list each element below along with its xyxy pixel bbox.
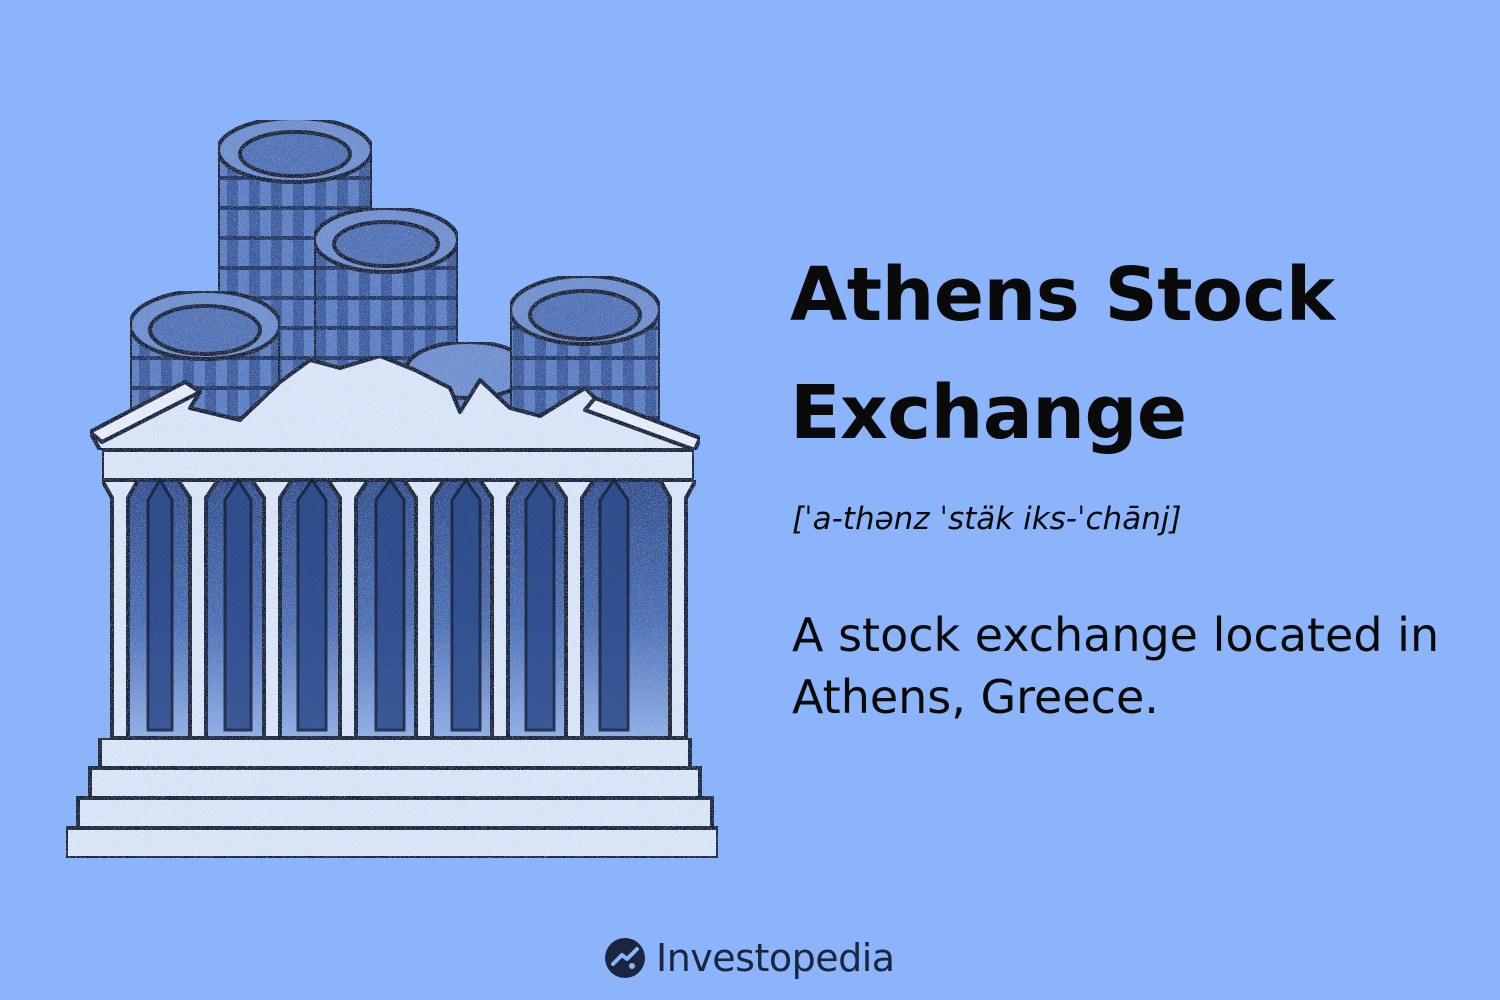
brand-name: Investopedia	[656, 936, 895, 980]
temple-entablature	[100, 448, 696, 482]
page-title: Athens Stock Exchange	[790, 252, 1335, 456]
interior-coin-stacks	[146, 477, 630, 732]
definition-text: A stock exchange located in Athens, Gree…	[792, 608, 1440, 724]
pronunciation-text: [ˈa-thənz ˈstäk iks-ˈchānj]	[792, 501, 1182, 537]
brand-logo: Investopedia	[604, 930, 895, 986]
greek-temple-coins-illustration	[64, 120, 720, 860]
temple-steps	[64, 736, 720, 860]
temple-pediment	[88, 354, 702, 452]
investopedia-logo-icon	[605, 938, 645, 978]
